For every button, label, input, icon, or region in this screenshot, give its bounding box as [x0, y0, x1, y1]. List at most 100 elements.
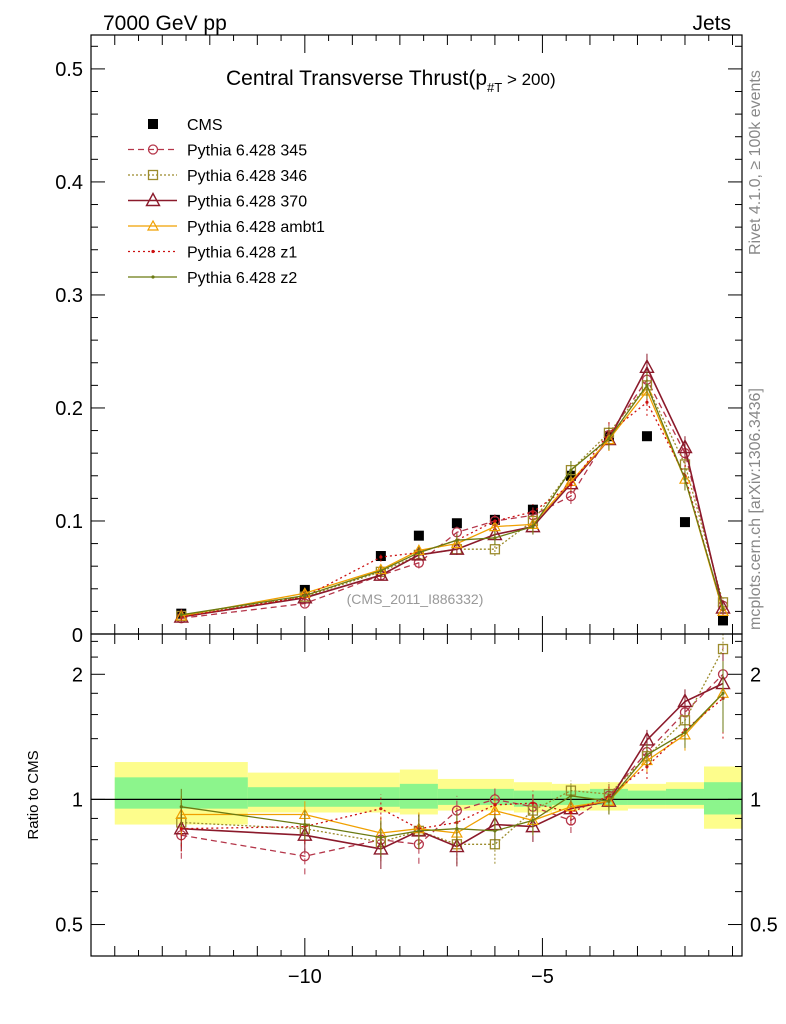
ratio-point-z2 — [569, 794, 573, 798]
data-point-z2 — [683, 477, 687, 481]
ratio-point-z2 — [417, 829, 421, 833]
data-point-p346 — [489, 544, 501, 555]
ratio-point-z1 — [569, 810, 573, 815]
ratio-point-z1 — [493, 803, 497, 807]
legend-item-cms: CMS — [148, 117, 223, 134]
x-tick-label: −5 — [531, 966, 554, 988]
rivet-label: Rivet 4.1.0, ≥ 100k events — [747, 70, 764, 255]
data-point-cms — [679, 517, 690, 528]
ratio-y-tick-label: 2 — [72, 664, 83, 686]
ratio-point-p345 — [299, 851, 310, 862]
series-p345 — [176, 366, 729, 624]
legend-marker-ambt1 — [146, 219, 160, 231]
data-point-z2 — [455, 538, 459, 542]
ratio-panel-frame — [90, 633, 743, 957]
ratio-point-z2 — [721, 691, 725, 695]
ratio-point-z1 — [531, 801, 535, 805]
series-line-ambt1 — [181, 389, 724, 617]
series-p346 — [176, 371, 729, 622]
main-panel-series — [173, 353, 731, 626]
data-point-ambt1 — [488, 520, 501, 532]
ratio-band-green — [437, 788, 514, 805]
main-y-tick-label: 0.4 — [55, 172, 83, 194]
legend-marker-cms — [148, 119, 158, 129]
legend-label-p345: Pythia 6.428 345 — [187, 143, 307, 160]
axes: 0.1 0.2 0.3 0.4 0.5 0 −10 −5 0.5 0.5 1 1 2 2 — [55, 34, 778, 988]
series-line-p370 — [181, 365, 724, 618]
ratio-y-tick-label-right: 0.5 — [750, 915, 778, 937]
legend-item-p345: Pythia 6.428 345 — [128, 143, 307, 160]
ratio-band-green — [399, 783, 438, 809]
ratio-point-z1 — [645, 764, 649, 769]
ratio-series-z2 — [179, 661, 725, 857]
ratio-line-z2 — [181, 692, 724, 839]
ratio-y-tick-label-right: 2 — [750, 664, 761, 686]
legend-item-z2: Pythia 6.428 z2 — [128, 270, 297, 287]
data-point-z2 — [417, 551, 421, 555]
data-point-cms — [451, 518, 462, 529]
series-p370 — [173, 353, 731, 623]
legend-item-ambt1: Pythia 6.428 ambt1 — [128, 219, 325, 236]
chart-title-main: Central Transverse Thrust(p — [226, 67, 487, 90]
ratio-point-z2 — [683, 730, 687, 734]
legend-item-p370: Pythia 6.428 370 — [128, 192, 307, 211]
series-z2 — [179, 371, 725, 619]
ratio-uncertainty-bands — [91, 762, 742, 829]
ratio-band-green — [665, 788, 704, 805]
ratio-panel-series — [173, 634, 731, 875]
data-point-p370 — [449, 540, 465, 555]
ratio-y-tick-label: 1 — [72, 789, 83, 811]
chart-title-tail: > 200) — [502, 70, 555, 89]
x-tick-label: −10 — [288, 966, 322, 988]
ratio-point-ambt1 — [564, 800, 577, 812]
legend-marker-p346 — [147, 169, 159, 181]
ratio-line-ambt1 — [181, 692, 724, 834]
series-line-z2 — [181, 384, 724, 616]
main-y-tick-label: 0.5 — [55, 59, 83, 81]
data-point-z2 — [303, 593, 307, 598]
series-line-p345 — [181, 378, 724, 619]
data-point-cms — [413, 530, 424, 541]
legend-label-p370: Pythia 6.428 370 — [187, 194, 307, 211]
data-point-z2 — [179, 613, 183, 617]
analysis-label: (CMS_2011_I886332) — [347, 591, 484, 607]
legend-item-z1: Pythia 6.428 z1 — [128, 245, 297, 262]
data-point-z2 — [531, 525, 535, 529]
data-point-z1 — [569, 483, 573, 487]
legend-label-p346: Pythia 6.428 346 — [187, 168, 307, 185]
legend-label-cms: CMS — [187, 117, 223, 134]
data-point-z1 — [531, 510, 535, 514]
ratio-y-axis-label: Ratio to CMS — [25, 750, 42, 839]
data-point-z2 — [645, 383, 649, 387]
chart-title-subscript: #T — [487, 80, 502, 95]
legend-marker-z1 — [151, 249, 155, 254]
ratio-point-z1 — [179, 827, 183, 831]
ratio-point-p370 — [449, 838, 465, 853]
legend-label-z1: Pythia 6.428 z1 — [187, 245, 297, 262]
ratio-point-z1 — [379, 807, 383, 811]
header-left: 7000 GeV pp — [103, 12, 227, 35]
main-y-tick-label-zero: 0 — [72, 625, 83, 647]
ratio-point-z2 — [531, 818, 535, 823]
main-y-tick-label: 0.1 — [55, 511, 83, 533]
data-point-ambt1 — [716, 605, 730, 616]
ratio-band-green — [703, 782, 742, 815]
legend-item-p346: Pythia 6.428 346 — [128, 168, 307, 185]
legend-marker-p370 — [145, 192, 161, 207]
ratio-y-tick-label: 0.5 — [55, 915, 83, 937]
data-point-z1 — [645, 400, 649, 404]
ratio-point-z2 — [607, 799, 611, 803]
series-ambt1 — [175, 377, 730, 621]
data-point-z2 — [493, 536, 497, 540]
ratio-point-z2 — [179, 805, 183, 809]
data-point-p370 — [677, 439, 693, 454]
series-line-z1 — [181, 401, 724, 618]
ratio-y-tick-label-right: 1 — [750, 789, 761, 811]
ratio-point-p370 — [677, 693, 693, 708]
data-point-z1 — [493, 519, 497, 523]
data-point-z2 — [607, 436, 611, 441]
ratio-band-green — [627, 790, 666, 805]
series-z1 — [179, 388, 725, 621]
ratio-point-z2 — [303, 822, 307, 827]
